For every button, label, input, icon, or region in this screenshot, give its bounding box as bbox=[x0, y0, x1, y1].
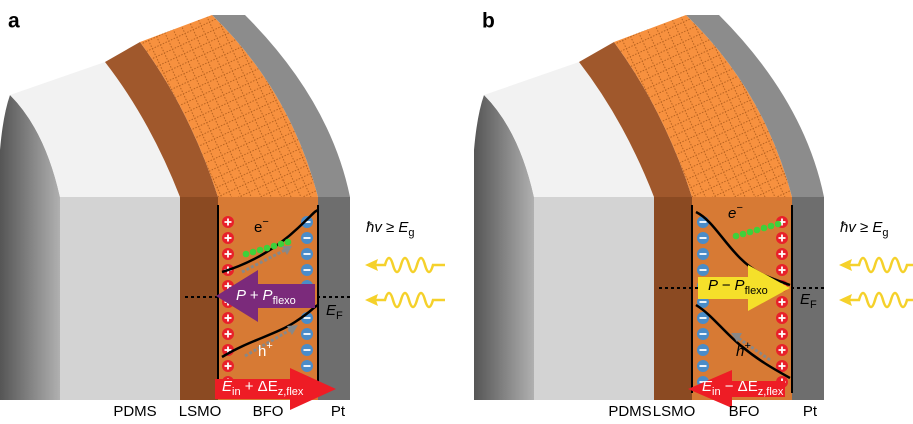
text: h bbox=[736, 343, 744, 360]
superscript: − bbox=[736, 202, 743, 214]
layer-label: LSMO bbox=[179, 403, 222, 420]
text: ħv ≥ E bbox=[840, 219, 883, 236]
subscript: z,flex bbox=[278, 386, 304, 398]
layer-stack bbox=[474, 15, 824, 400]
text: P − P bbox=[708, 277, 745, 294]
text: e bbox=[254, 219, 262, 236]
text: − ΔE bbox=[721, 378, 758, 395]
text: h bbox=[258, 343, 266, 360]
layer-stack bbox=[0, 15, 350, 400]
superscript: + bbox=[266, 340, 272, 352]
subscript: in bbox=[232, 386, 241, 398]
layer-label: BFO bbox=[729, 403, 760, 420]
superscript: − bbox=[262, 216, 268, 228]
layer-label: Pt bbox=[803, 403, 818, 420]
layer-label: Pt bbox=[331, 403, 346, 420]
panel-label: a bbox=[8, 10, 20, 33]
text: P + P bbox=[236, 287, 273, 304]
text: + ΔE bbox=[241, 378, 278, 395]
layer-label: LSMO bbox=[653, 403, 696, 420]
layer-label: PDMS bbox=[608, 403, 651, 420]
subscript: z,flex bbox=[758, 386, 784, 398]
panel-label: b bbox=[482, 10, 495, 33]
subscript: g bbox=[408, 227, 414, 239]
subscript: F bbox=[336, 310, 343, 322]
layer-label: PDMS bbox=[113, 403, 156, 420]
figure: a PDMS LSMO BFO Pt ħv ≥ Eg e− h+ P + Pfl… bbox=[0, 0, 913, 424]
layer-label: BFO bbox=[253, 403, 284, 420]
subscript: g bbox=[882, 227, 888, 239]
text: e bbox=[728, 205, 736, 222]
subscript: F bbox=[810, 299, 817, 311]
text: ħv ≥ E bbox=[366, 219, 409, 236]
subscript: in bbox=[712, 386, 721, 398]
subscript: flexo bbox=[745, 285, 768, 297]
subscript: flexo bbox=[273, 295, 296, 307]
photon-label: ħv ≥ Eg bbox=[366, 219, 415, 239]
photon-label: ħv ≥ Eg bbox=[840, 219, 889, 239]
superscript: + bbox=[744, 340, 751, 352]
